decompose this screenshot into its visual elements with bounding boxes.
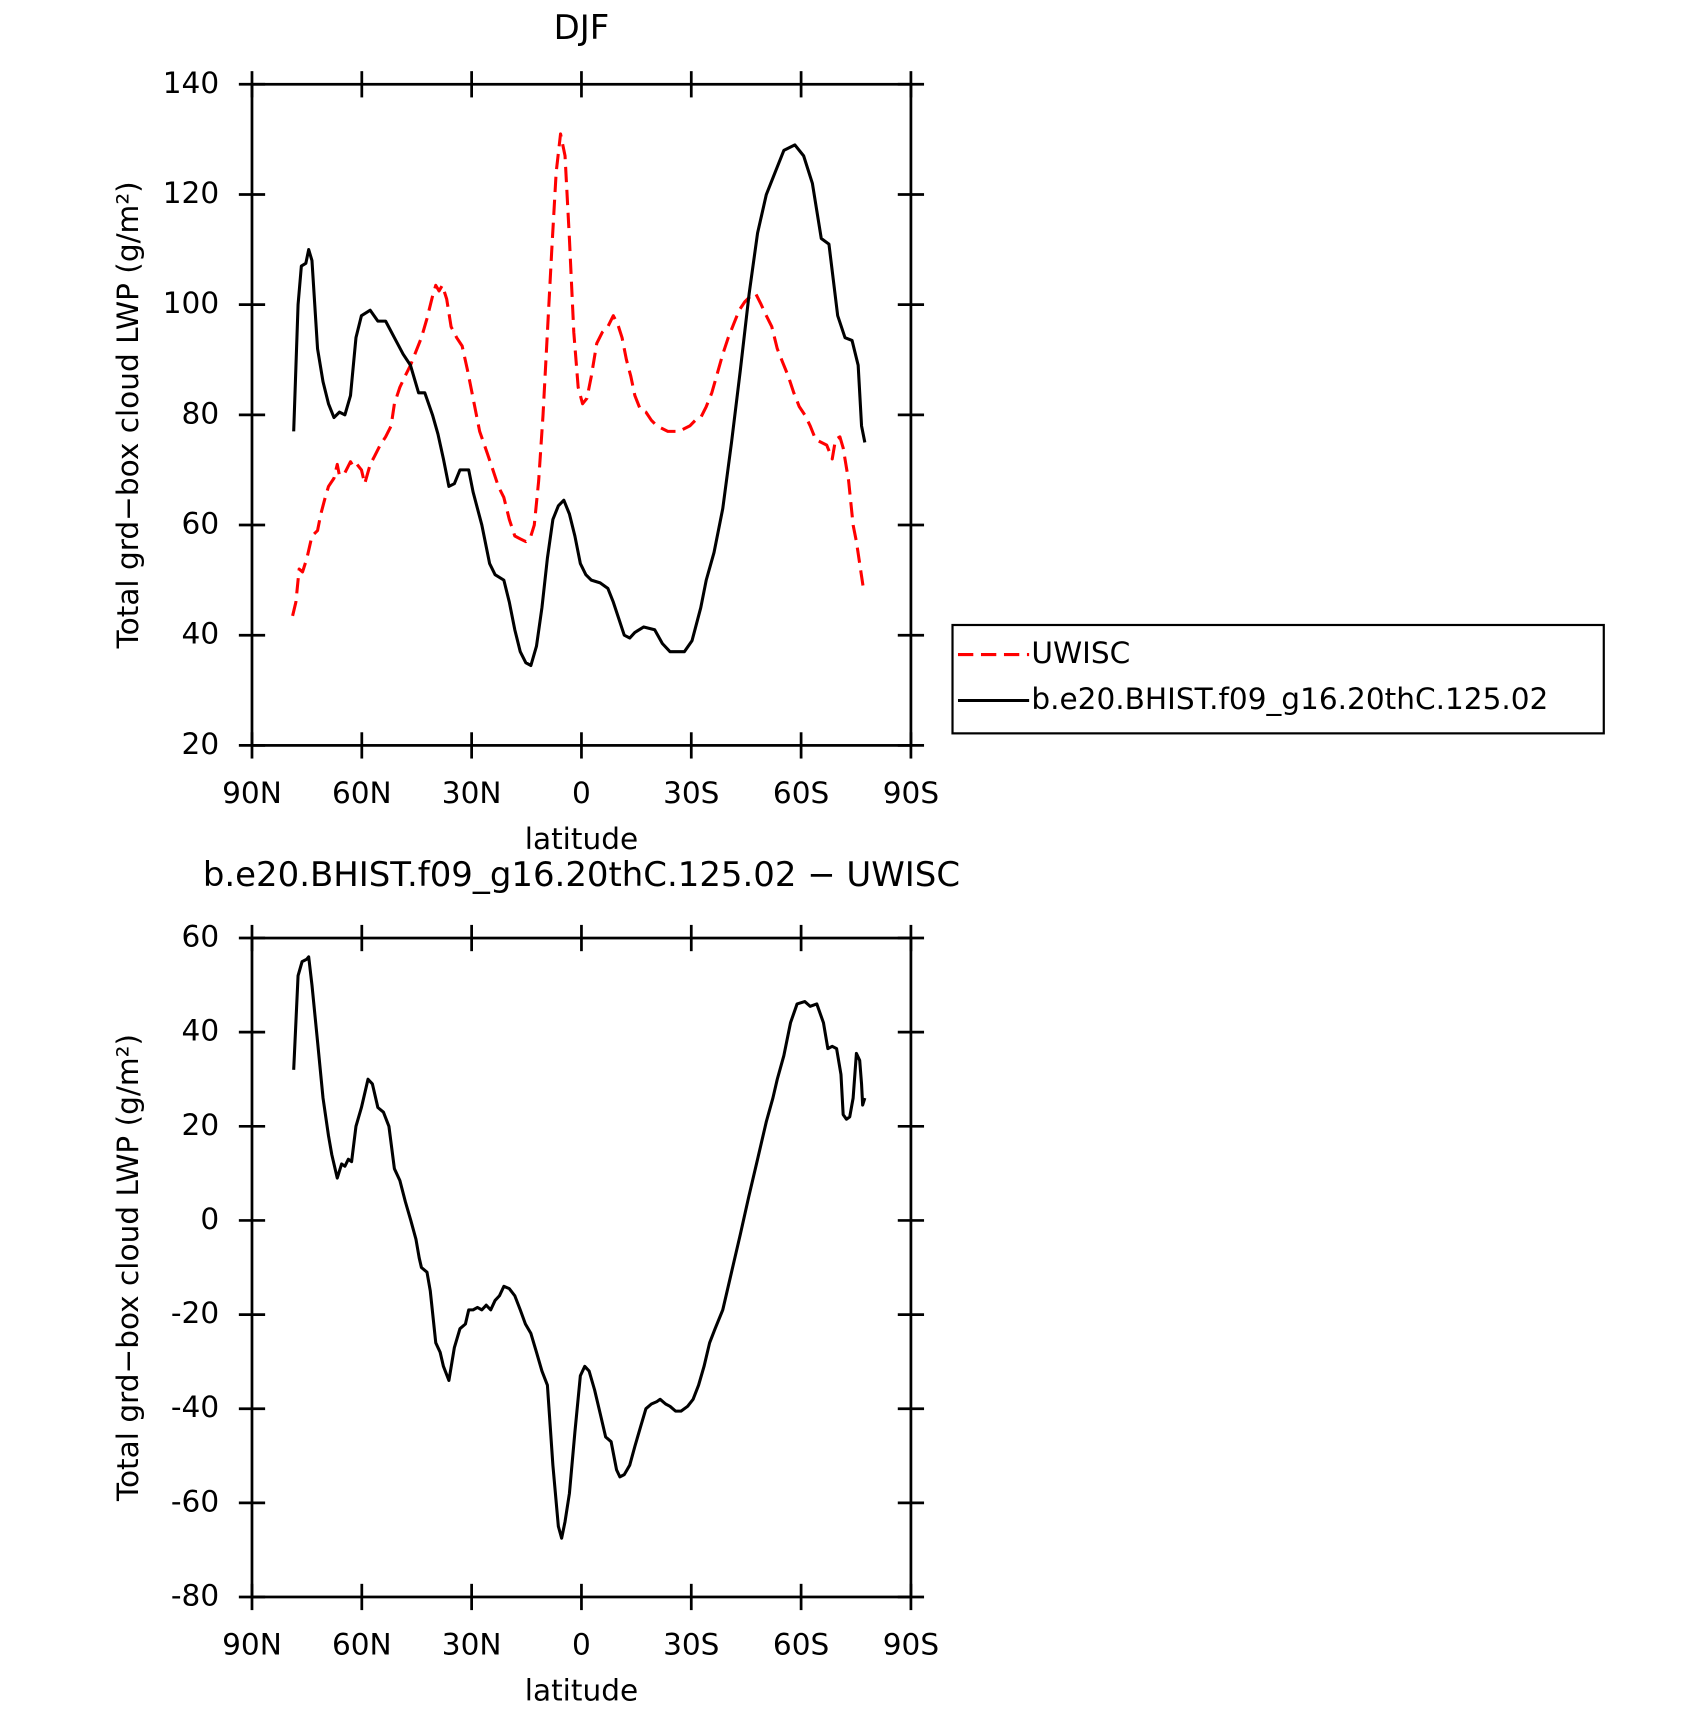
data-line [292,143,867,668]
y-tick-label: 40 [182,617,220,651]
y-tick-label: -20 [171,1296,219,1330]
legend-label: UWISC [1031,636,1130,670]
y-tick-label: 120 [163,176,219,210]
x-tick-label: 90N [222,1628,282,1662]
x-tick-label: 60N [332,776,392,810]
y-tick-label: 0 [200,1202,219,1236]
y-tick-label: -40 [171,1390,219,1424]
x-tick-label: 30N [442,776,502,810]
legend-box [951,623,1605,735]
y-tick-label: 80 [182,396,220,430]
legend-label: b.e20.BHIST.f09_g16.20thC.125.02 [1031,682,1548,716]
chart-title: DJF [554,9,610,48]
x-axis-label: latitude [525,1674,638,1708]
x-tick-label: 60N [332,1628,392,1662]
y-tick-label: 60 [182,507,220,541]
plot-frame [250,936,913,1599]
x-tick-label: 30S [663,776,719,810]
x-tick-label: 0 [572,1628,591,1662]
x-tick-label: 30N [442,1628,502,1662]
y-tick-label: 20 [182,727,220,761]
y-tick-label: 40 [182,1014,220,1048]
y-tick-label: 60 [182,920,220,954]
y-tick-label: -60 [171,1484,219,1518]
y-axis-label: Total grd−box cloud LWP (g/m²) [111,1034,145,1502]
data-line [291,132,865,617]
y-tick-label: 140 [163,66,219,100]
x-tick-label: 90S [883,1628,939,1662]
x-axis-label: latitude [525,822,638,856]
x-tick-label: 60S [773,1628,829,1662]
x-tick-label: 30S [663,1628,719,1662]
y-tick-label: 100 [163,286,219,320]
chart-title: b.e20.BHIST.f09_g16.20thC.125.02 − UWISC [203,856,960,895]
y-tick-label: -80 [171,1578,219,1612]
y-tick-label: 20 [182,1108,220,1142]
data-line [292,955,867,1540]
x-tick-label: 90N [222,776,282,810]
x-tick-label: 60S [773,776,829,810]
x-tick-label: 0 [572,776,591,810]
y-axis-label: Total grd−box cloud LWP (g/m²) [111,181,145,649]
x-tick-label: 90S [883,776,939,810]
